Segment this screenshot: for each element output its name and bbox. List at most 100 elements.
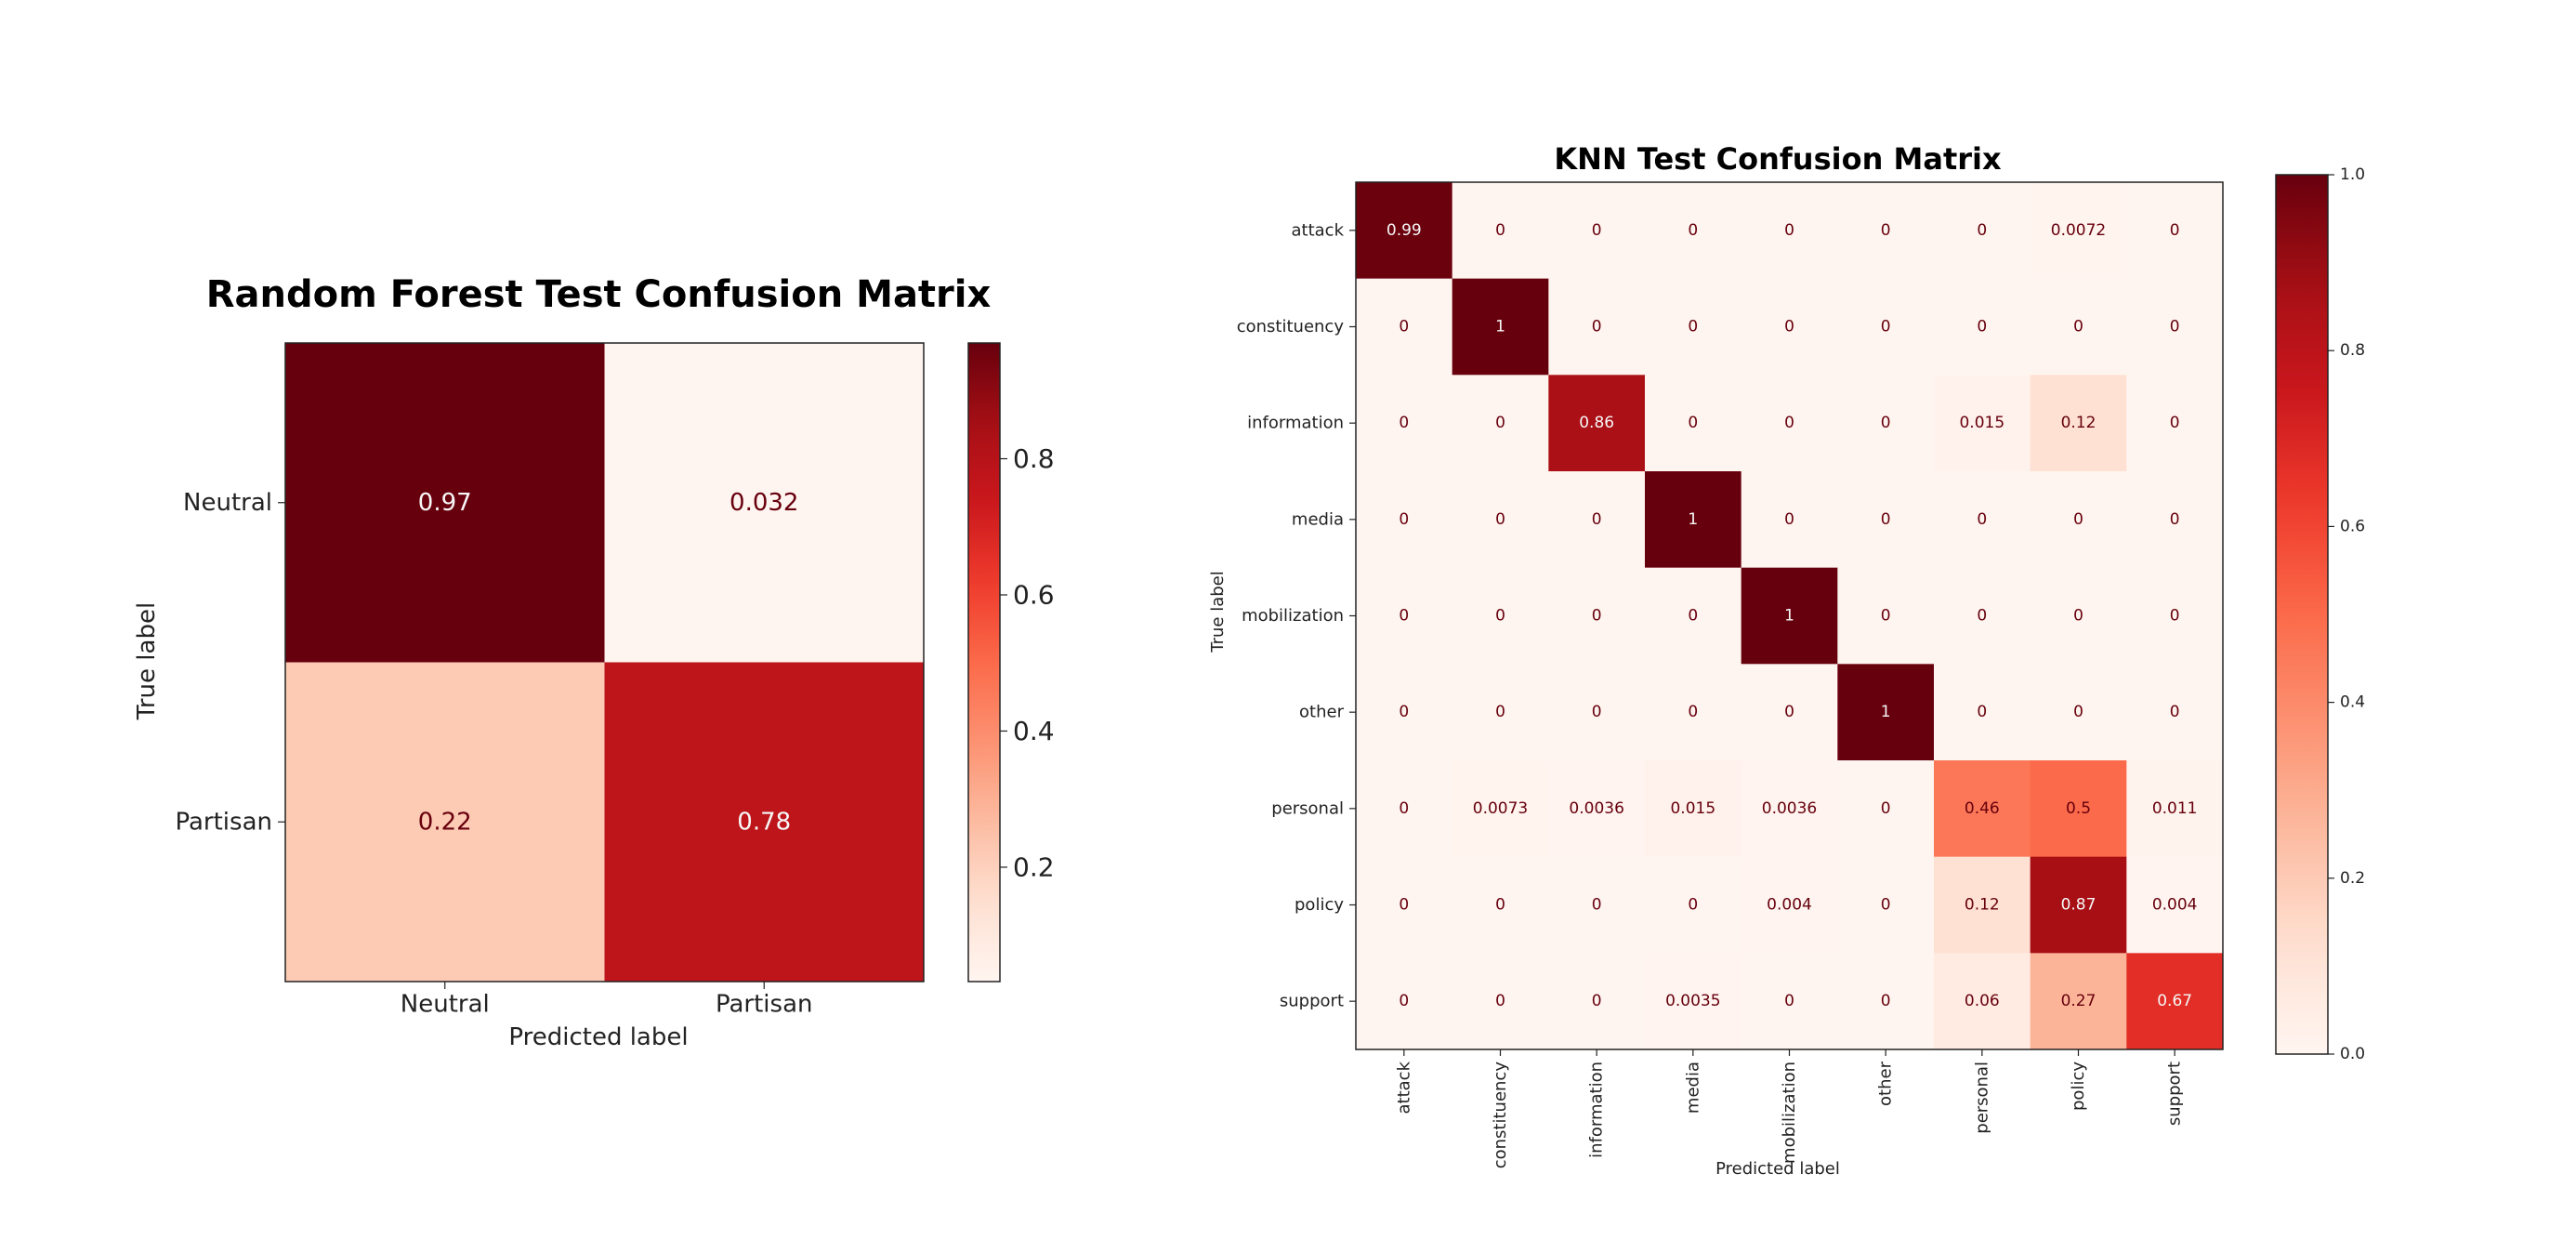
matrix-cell bbox=[1934, 375, 2031, 472]
y-tick-label: Partisan bbox=[175, 808, 272, 836]
cell-value-label: 0 bbox=[2170, 318, 2180, 336]
matrix-cell bbox=[1452, 856, 1549, 954]
x-tick-label: constituency bbox=[1491, 1062, 1510, 1169]
matrix-cell bbox=[1934, 953, 2031, 1050]
matrix-cell bbox=[1548, 471, 1646, 569]
x-tick-label: other bbox=[1876, 1061, 1896, 1106]
matrix-cell bbox=[2126, 567, 2224, 665]
cell-value-label: 0 bbox=[1881, 607, 1891, 626]
matrix-cell bbox=[1741, 375, 1838, 472]
matrix-cell bbox=[2126, 471, 2224, 569]
matrix-cell bbox=[1356, 567, 1453, 665]
cell-value-label: 0 bbox=[1399, 414, 1409, 432]
matrix-cell bbox=[1934, 471, 2031, 569]
cell-value-label: 0.46 bbox=[1965, 799, 2000, 818]
matrix-cell bbox=[1356, 182, 1453, 280]
matrix-cell bbox=[1934, 856, 2031, 954]
matrix-cell bbox=[1548, 760, 1646, 858]
rf-y-axis-label: True label bbox=[133, 602, 161, 720]
cell-value-label: 0 bbox=[1495, 992, 1505, 1010]
cell-value-label: 0 bbox=[1592, 992, 1602, 1010]
matrix-cell bbox=[2030, 953, 2127, 1050]
y-tick-label: other bbox=[1299, 703, 1345, 722]
cell-value-label: 0 bbox=[1399, 799, 1409, 818]
colorbar-tick-label: 0.2 bbox=[1013, 851, 1055, 882]
matrix-cell bbox=[1548, 278, 1646, 376]
matrix-cell bbox=[1837, 664, 1935, 761]
cell-value-label: 0 bbox=[1495, 221, 1505, 240]
cell-value-label: 0 bbox=[1495, 510, 1505, 529]
cell-value-label: 0.67 bbox=[2157, 992, 2192, 1010]
x-tick-label: attack bbox=[1394, 1061, 1413, 1114]
cell-value-label: 0 bbox=[1688, 703, 1698, 721]
matrix-cell bbox=[2030, 856, 2127, 954]
matrix-cell bbox=[604, 662, 925, 983]
matrix-cell bbox=[1645, 278, 1742, 376]
cell-value-label: 1 bbox=[1881, 703, 1891, 721]
matrix-cell bbox=[2030, 760, 2127, 858]
colorbar-tick-label: 0.6 bbox=[2340, 517, 2365, 535]
y-tick-label: constituency bbox=[1237, 317, 1345, 336]
x-tick-label: Neutral bbox=[401, 990, 490, 1018]
cell-value-label: 0.12 bbox=[1965, 896, 2000, 915]
matrix-cell bbox=[1356, 375, 1453, 472]
matrix-cell bbox=[2126, 664, 2224, 761]
cell-value-label: 0.78 bbox=[737, 808, 791, 836]
matrix-cell bbox=[1645, 471, 1742, 569]
cell-value-label: 0 bbox=[1592, 510, 1602, 529]
matrix-cell bbox=[1356, 664, 1453, 761]
matrix-cell bbox=[1645, 567, 1742, 665]
cell-value-label: 0 bbox=[1784, 992, 1794, 1010]
cell-value-label: 0 bbox=[2170, 607, 2180, 626]
cell-value-label: 0.0036 bbox=[1569, 799, 1623, 818]
cell-value-label: 0.0072 bbox=[2051, 221, 2106, 240]
knn-y-axis-label: True label bbox=[1208, 571, 1228, 653]
matrix-cell bbox=[1452, 182, 1549, 280]
cell-value-label: 0 bbox=[2170, 510, 2180, 529]
matrix-cell bbox=[2126, 760, 2224, 858]
matrix-cell bbox=[1548, 375, 1646, 472]
y-tick-label: mobilization bbox=[1242, 606, 1344, 626]
matrix-cell bbox=[1741, 664, 1838, 761]
matrix-cell bbox=[1837, 278, 1935, 376]
cell-value-label: 0 bbox=[1592, 703, 1602, 721]
cell-value-label: 0.97 bbox=[418, 489, 472, 517]
cell-value-label: 0 bbox=[1399, 992, 1409, 1010]
cell-value-label: 0.0036 bbox=[1762, 799, 1817, 818]
cell-value-label: 0 bbox=[2073, 510, 2083, 529]
x-tick-label: Partisan bbox=[716, 990, 813, 1018]
cell-value-label: 0 bbox=[1495, 607, 1505, 626]
matrix-cell bbox=[1452, 278, 1549, 376]
cell-value-label: 0 bbox=[1592, 318, 1602, 336]
cell-value-label: 0.015 bbox=[1670, 799, 1715, 818]
x-tick-label: media bbox=[1683, 1062, 1702, 1114]
cell-value-label: 1 bbox=[1784, 607, 1794, 626]
cell-value-label: 0.99 bbox=[1387, 221, 1422, 240]
matrix-cell bbox=[604, 343, 925, 663]
matrix-cell bbox=[1356, 760, 1453, 858]
y-tick-label: policy bbox=[1295, 895, 1344, 915]
cell-value-label: 0 bbox=[1592, 221, 1602, 240]
matrix-cell bbox=[2030, 471, 2127, 569]
colorbar bbox=[2275, 174, 2329, 1055]
matrix-cell bbox=[1741, 856, 1838, 954]
matrix-cell bbox=[1645, 375, 1742, 472]
cell-value-label: 0 bbox=[2073, 703, 2083, 721]
matrix-cell bbox=[1548, 182, 1646, 280]
cell-value-label: 0 bbox=[1592, 896, 1602, 915]
cell-value-label: 0.06 bbox=[1965, 992, 2000, 1010]
rf-x-axis-label: Predicted label bbox=[508, 1023, 688, 1051]
matrix-cell bbox=[1452, 664, 1549, 761]
matrix-cell bbox=[2126, 375, 2224, 472]
matrix-cell bbox=[1741, 182, 1838, 280]
matrix-cell bbox=[1741, 278, 1838, 376]
matrix-cell bbox=[1645, 760, 1742, 858]
cell-value-label: 0 bbox=[1688, 318, 1698, 336]
cell-value-label: 0.0035 bbox=[1665, 992, 1720, 1010]
matrix-cell bbox=[1452, 375, 1549, 472]
colorbar-tick-label: 0.2 bbox=[2340, 869, 2365, 888]
cell-value-label: 0 bbox=[2073, 607, 2083, 626]
x-tick-label: policy bbox=[2069, 1062, 2088, 1111]
matrix-cell bbox=[1837, 953, 1935, 1050]
